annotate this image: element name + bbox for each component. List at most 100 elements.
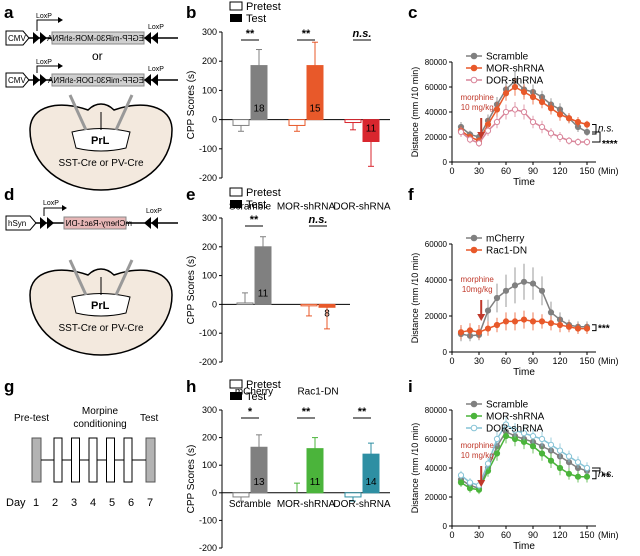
insert-label: EGFP-miR30-MOR-shRNA [46, 34, 144, 43]
data-point [484, 325, 492, 332]
data-point [556, 321, 564, 329]
insert-label: EGFP-miR30-DOR-shRNA [47, 76, 144, 85]
legend-label-pretest: Pretest [246, 187, 281, 199]
panel-label-a: a [4, 3, 14, 22]
annotation-arrowhead [477, 480, 486, 487]
y-tick-label: 60000 [425, 83, 448, 92]
x-tick-label: 30 [474, 356, 484, 366]
panel-label-b: b [186, 3, 196, 22]
chart-i: 80000 60000 40000 20000 00 30 60 90 120 150 (Min) T… [410, 400, 619, 553]
x-tick-label: 90 [528, 356, 538, 366]
legend-marker [470, 400, 478, 408]
data-point [520, 88, 528, 96]
x-tick-label: 0 [449, 166, 454, 176]
legend-swatch-test [230, 200, 242, 208]
bar-pretest [236, 302, 254, 305]
sig-label: ** [602, 471, 610, 482]
data-point [538, 287, 546, 294]
chart-b: 300 200 100 0 -100 -200 CPP Scores (s) 18 ** Scra… [186, 1, 391, 213]
x-tick-label: 60 [501, 530, 511, 540]
data-point [547, 105, 555, 112]
bar-pretest [232, 492, 250, 498]
data-point [556, 111, 564, 118]
y-tick-label: 40000 [425, 464, 448, 473]
promoter-cmv-arrow [5, 72, 30, 88]
data-point [457, 479, 465, 486]
loxp-label: LoxP [36, 59, 52, 66]
data-point [502, 108, 510, 116]
data-point [520, 430, 528, 437]
y-tick-label: -100 [199, 328, 217, 338]
data-point [574, 118, 582, 126]
data-point [583, 128, 591, 136]
conditioning-block [71, 437, 80, 483]
sig-label: n.s. [598, 469, 614, 480]
legend-label-test: Test [246, 199, 266, 211]
day-tick-label: 2 [52, 497, 58, 509]
data-point [583, 464, 591, 472]
category-label: MOR-shRNA [277, 202, 336, 213]
n-label: 18 [253, 104, 265, 115]
syringe-right [114, 259, 134, 296]
bar-pretest [344, 119, 362, 124]
legend-label: Scramble [486, 52, 529, 63]
syringe-left [68, 94, 88, 131]
legend-swatch-test [230, 14, 242, 22]
chart-c: 80000 60000 40000 20000 00 30 60 90 120 150 (Min) T… [410, 52, 619, 189]
data-point [583, 121, 591, 128]
legend-swatch-pretest [229, 1, 243, 11]
data-point [511, 282, 519, 289]
category-label: DOR-shRNA [333, 499, 391, 510]
region-label: PrL [91, 135, 110, 147]
data-point [565, 453, 573, 460]
data-point [538, 435, 546, 443]
legend-label-test: Test [246, 13, 266, 25]
annotation-label: morphine [461, 275, 495, 284]
x-tick-label: 150 [579, 356, 594, 366]
panel-label-h: h [186, 377, 196, 396]
y-tick-label: 300 [202, 213, 217, 223]
data-point [466, 327, 474, 334]
x-axis-label: Time [513, 541, 535, 551]
chart-f: 60000 40000 20000 00 30 60 90 120 150 (Min) Time Di… [410, 234, 619, 379]
day-tick-label: 5 [109, 497, 115, 509]
brain-slice: PrL SST-Cre or PV-Cre [29, 94, 173, 191]
x-axis-label: Time [513, 367, 535, 378]
annotation-label: 10 mg/kg [461, 451, 494, 460]
day-tick-label: 4 [90, 497, 96, 509]
construct-d: hSyn LoxP mCherry-Rac1-DN LoxP PrL SST-C… [5, 200, 178, 356]
bar-test [318, 303, 336, 308]
test-label: Test [140, 413, 159, 424]
annotation-arrowhead [477, 314, 486, 321]
conditioning-block [53, 437, 63, 483]
legend-marker [470, 76, 478, 84]
y-axis-label: CPP Scores (s) [186, 445, 197, 514]
brain-slice: PrL SST-Cre or PV-Cre [29, 259, 173, 356]
bar-pretest [288, 119, 306, 126]
sig-label: ** [246, 28, 255, 40]
category-label: Rac1-DN [297, 386, 338, 397]
data-point [529, 443, 537, 450]
data-point [511, 106, 519, 113]
x-tick-label: 60 [501, 356, 511, 366]
sig-label: n.s. [309, 214, 328, 226]
data-point [529, 118, 537, 126]
y-tick-label: 0 [212, 115, 217, 125]
data-point [493, 321, 501, 329]
y-tick-label: 0 [212, 299, 217, 309]
data-point [466, 479, 474, 486]
loxp-label: LoxP [36, 13, 52, 20]
promoter-hsyn-arrow [5, 215, 37, 231]
y-tick-label: 0 [443, 522, 448, 531]
y-tick-label: 40000 [425, 276, 448, 285]
syringe-right [114, 94, 134, 131]
data-point [583, 473, 591, 480]
data-point [565, 137, 573, 144]
data-point [457, 329, 465, 336]
sig-bracket [592, 124, 597, 135]
n-label: 11 [366, 124, 377, 135]
y-tick-label: -100 [199, 515, 217, 525]
data-point [547, 457, 555, 464]
region-label: PrL [91, 300, 110, 312]
